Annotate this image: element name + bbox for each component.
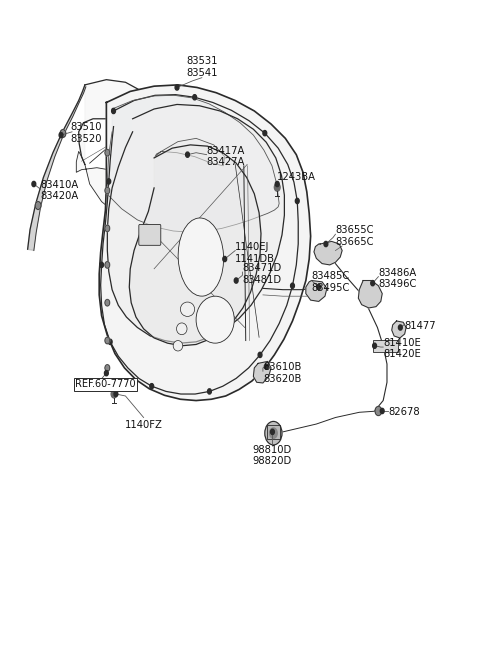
Circle shape [175,85,179,90]
Polygon shape [99,85,311,401]
Circle shape [265,421,282,445]
Text: 1140EJ
1141DB: 1140EJ 1141DB [235,242,275,264]
Circle shape [193,95,197,100]
Circle shape [108,339,112,345]
Circle shape [264,364,268,369]
Ellipse shape [196,296,234,343]
Polygon shape [306,280,327,301]
Text: 83486A
83496C: 83486A 83496C [378,268,417,290]
Text: 83655C
83665C: 83655C 83665C [336,225,374,247]
Circle shape [105,149,110,156]
Circle shape [105,337,110,344]
Circle shape [290,283,294,288]
Circle shape [317,284,321,290]
Circle shape [270,428,277,438]
Circle shape [380,408,384,413]
Text: 83417A
83427A: 83417A 83427A [206,146,245,168]
Text: 83471D
83481D: 83471D 83481D [242,263,282,285]
Circle shape [295,198,299,204]
Polygon shape [129,145,261,346]
Text: REF.60-7770: REF.60-7770 [75,379,136,389]
Circle shape [107,179,111,184]
Circle shape [258,352,262,358]
Text: 81477: 81477 [405,320,436,331]
Polygon shape [392,321,406,338]
FancyBboxPatch shape [139,225,161,246]
Circle shape [105,371,108,376]
Polygon shape [76,151,163,225]
Polygon shape [314,242,342,265]
FancyBboxPatch shape [373,340,398,352]
Circle shape [375,406,382,415]
Circle shape [186,152,190,157]
Circle shape [371,280,374,286]
Text: 83610B
83620B: 83610B 83620B [263,362,301,384]
Circle shape [223,256,227,261]
Polygon shape [253,362,271,383]
Text: 1140FZ: 1140FZ [125,420,163,430]
Ellipse shape [173,341,183,351]
Circle shape [32,181,36,187]
Polygon shape [155,138,225,166]
Text: 83410A
83420A: 83410A 83420A [40,179,79,201]
Circle shape [105,261,110,268]
Circle shape [275,183,280,191]
Circle shape [234,278,238,283]
Circle shape [324,242,328,247]
FancyBboxPatch shape [267,424,280,439]
Circle shape [105,365,110,371]
Ellipse shape [178,218,224,296]
Circle shape [105,225,110,232]
Text: 83510
83520: 83510 83520 [71,122,102,144]
Circle shape [114,392,118,397]
Text: 98810D
98820D: 98810D 98820D [253,445,292,466]
Circle shape [35,202,41,210]
Text: 1243BA: 1243BA [277,172,316,182]
Polygon shape [108,104,284,343]
Circle shape [276,181,279,187]
Circle shape [100,262,104,267]
Polygon shape [79,80,163,164]
Circle shape [398,325,402,330]
Circle shape [271,429,275,434]
Circle shape [263,130,267,136]
Circle shape [59,132,63,138]
Text: 82678: 82678 [388,407,420,417]
Text: 83485C
83495C: 83485C 83495C [312,271,350,293]
Ellipse shape [177,323,187,335]
Circle shape [111,390,117,398]
Text: 81410E
81420E: 81410E 81420E [383,337,421,359]
Circle shape [207,389,211,394]
Circle shape [105,187,110,194]
Ellipse shape [180,302,195,316]
Circle shape [60,130,66,138]
Circle shape [372,343,376,348]
Circle shape [105,299,110,306]
Text: 83531
83541: 83531 83541 [186,56,217,78]
Polygon shape [359,280,382,308]
Polygon shape [108,96,279,233]
Circle shape [150,384,154,389]
Polygon shape [28,85,86,251]
Circle shape [112,108,116,113]
